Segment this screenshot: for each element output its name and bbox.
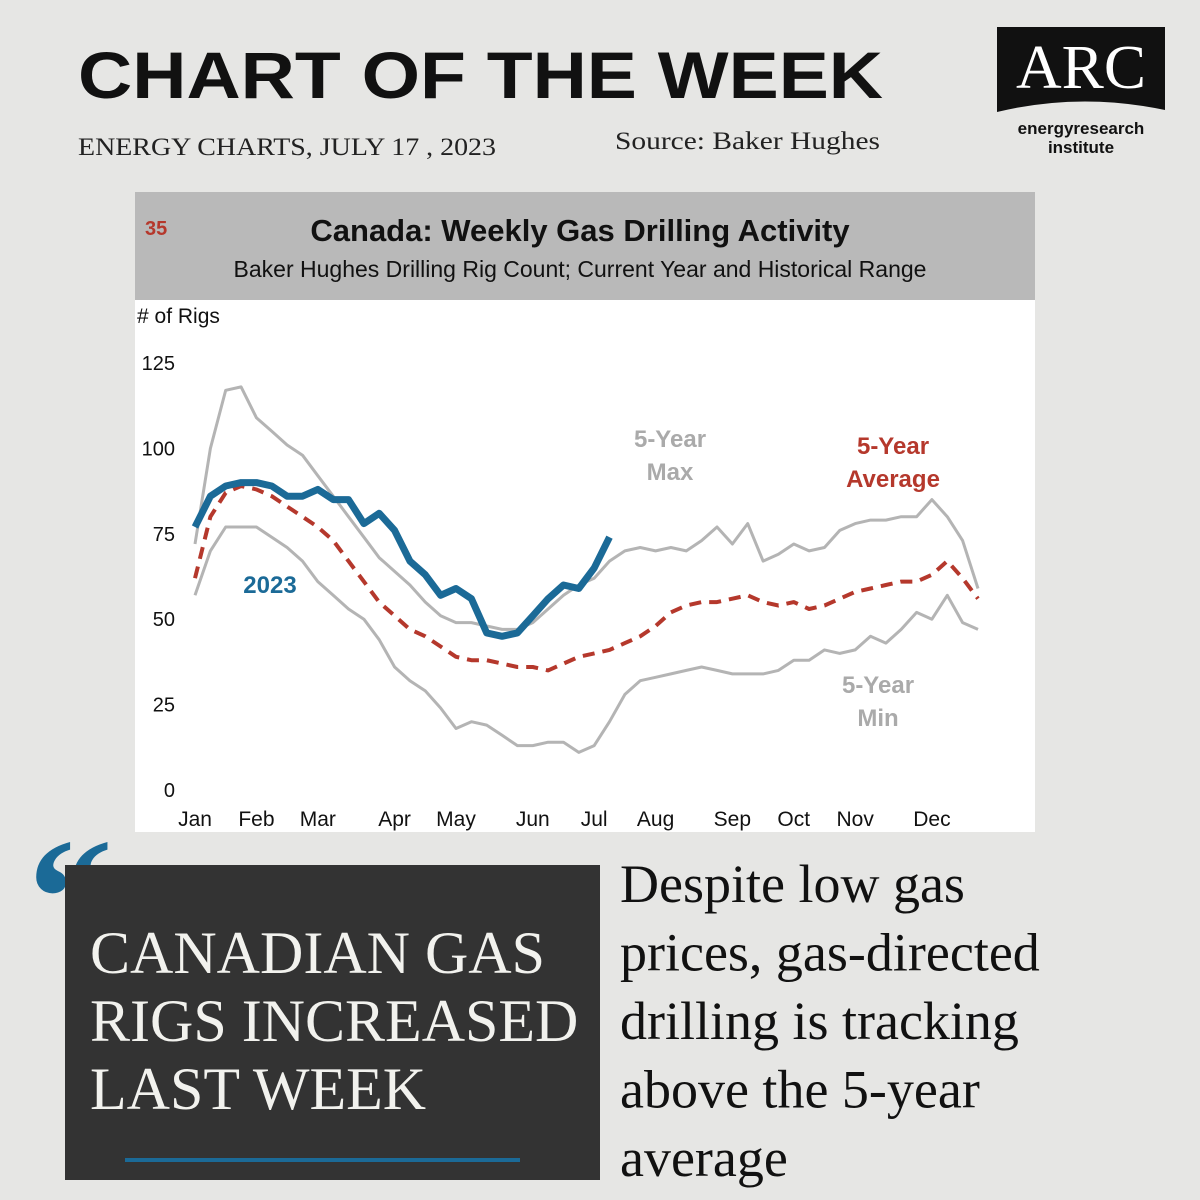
x-tick-label: Feb — [238, 808, 274, 831]
headline-line: CANADIAN GAS — [90, 920, 545, 986]
series-line — [193, 525, 979, 754]
source: Source: Baker Hughes — [615, 128, 880, 155]
body-text: Despite low gas prices, gas-directed drill… — [620, 854, 1040, 1188]
x-tick-label: May — [436, 808, 476, 831]
x-tick-label: Apr — [378, 808, 411, 831]
chart-title: Canada: Weekly Gas Drilling Activity — [310, 213, 850, 248]
plot: 0 25 50 75 100 125 Jan Feb Mar Apr May Jun Jul Aug Sep… — [142, 353, 980, 831]
series-label: 5-Year Average — [846, 433, 940, 493]
y-tick-label: 50 — [153, 609, 175, 631]
series-line — [191, 479, 613, 640]
logo-name: ARC — [1016, 34, 1146, 102]
x-tick-label: Aug — [637, 808, 674, 831]
logo-tagline: institute — [1048, 138, 1114, 157]
series-line — [193, 484, 980, 673]
chart-header — [135, 192, 1035, 300]
y-tick-label: 25 — [153, 695, 175, 717]
logo-tagline: energyresearch — [1018, 119, 1145, 138]
callout-box — [65, 865, 600, 1180]
body-line: Despite low gas — [620, 854, 965, 914]
series-label: 5-Year Max — [634, 426, 706, 486]
body-line: above the 5-year — [620, 1060, 980, 1120]
logo-badge — [997, 27, 1165, 112]
headline-line: LAST WEEK — [90, 1056, 426, 1122]
x-tick-label: Oct — [777, 808, 810, 831]
page-title: CHART OF THE WEEK — [78, 38, 883, 112]
body-line: average — [620, 1128, 788, 1188]
y-tick-label: 100 — [142, 438, 175, 460]
body-line: prices, gas-directed — [620, 923, 1040, 983]
date-line: ENERGY CHARTS, JULY 17 , 2023 — [78, 134, 496, 161]
series-label: 5-Year Min — [842, 672, 914, 732]
x-tick-label: Nov — [836, 808, 874, 831]
y-tick-label: 75 — [153, 524, 175, 546]
y-axis-label: # of Rigs — [137, 305, 220, 328]
chart-subtitle: Baker Hughes Drilling Rig Count; Current… — [234, 256, 927, 282]
x-tick-label: Dec — [913, 808, 950, 831]
x-tick-label: Jan — [178, 808, 212, 831]
x-tick-label: Jun — [516, 808, 550, 831]
headline-line: RIGS INCREASED — [90, 988, 578, 1054]
chart-number: 35 — [145, 218, 167, 240]
x-tick-label: Mar — [300, 808, 336, 831]
y-tick-label: 0 — [164, 780, 175, 802]
x-tick-label: Sep — [714, 808, 751, 831]
x-tick-label: Jul — [581, 808, 608, 831]
series-label: 2023 — [243, 572, 296, 599]
body-line: drilling is tracking — [620, 991, 1019, 1051]
y-tick-label: 125 — [142, 353, 175, 375]
